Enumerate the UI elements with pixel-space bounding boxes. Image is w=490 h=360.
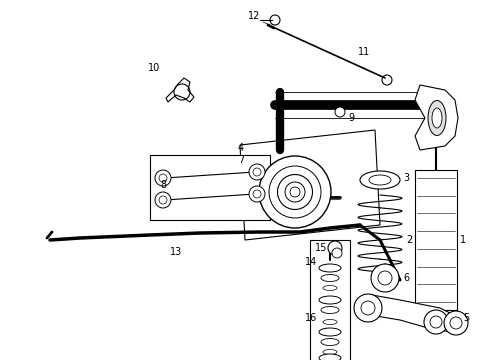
Circle shape xyxy=(155,170,171,186)
Text: 1: 1 xyxy=(460,235,466,245)
Circle shape xyxy=(249,164,265,180)
Text: 16: 16 xyxy=(305,313,317,323)
Polygon shape xyxy=(415,85,458,150)
Text: 9: 9 xyxy=(348,113,354,123)
Text: 7: 7 xyxy=(238,155,244,165)
Text: 11: 11 xyxy=(358,47,370,57)
Ellipse shape xyxy=(319,296,341,304)
Ellipse shape xyxy=(432,108,442,128)
Circle shape xyxy=(328,241,342,255)
Polygon shape xyxy=(365,295,462,332)
Circle shape xyxy=(444,311,468,335)
Ellipse shape xyxy=(319,354,341,360)
Circle shape xyxy=(354,294,382,322)
Text: 12: 12 xyxy=(248,11,260,21)
Circle shape xyxy=(335,107,345,117)
Text: 15: 15 xyxy=(315,243,327,253)
Ellipse shape xyxy=(319,264,341,272)
Text: 14: 14 xyxy=(305,257,317,267)
Circle shape xyxy=(332,248,342,258)
Bar xyxy=(415,170,457,310)
Bar xyxy=(150,155,270,220)
Text: 2: 2 xyxy=(406,235,412,245)
Ellipse shape xyxy=(259,156,331,228)
Ellipse shape xyxy=(428,100,446,135)
Circle shape xyxy=(371,264,399,292)
Circle shape xyxy=(424,310,448,334)
Text: 8: 8 xyxy=(160,180,166,190)
Text: 10: 10 xyxy=(148,63,160,73)
Text: 3: 3 xyxy=(403,173,409,183)
Text: 5: 5 xyxy=(463,313,469,323)
Circle shape xyxy=(155,192,171,208)
Ellipse shape xyxy=(360,171,400,189)
Ellipse shape xyxy=(319,328,341,336)
Circle shape xyxy=(249,186,265,202)
Polygon shape xyxy=(240,130,380,240)
Text: 6: 6 xyxy=(403,273,409,283)
Bar xyxy=(310,240,350,360)
Text: 4: 4 xyxy=(238,143,244,153)
Ellipse shape xyxy=(285,182,305,202)
Text: 13: 13 xyxy=(170,247,182,257)
